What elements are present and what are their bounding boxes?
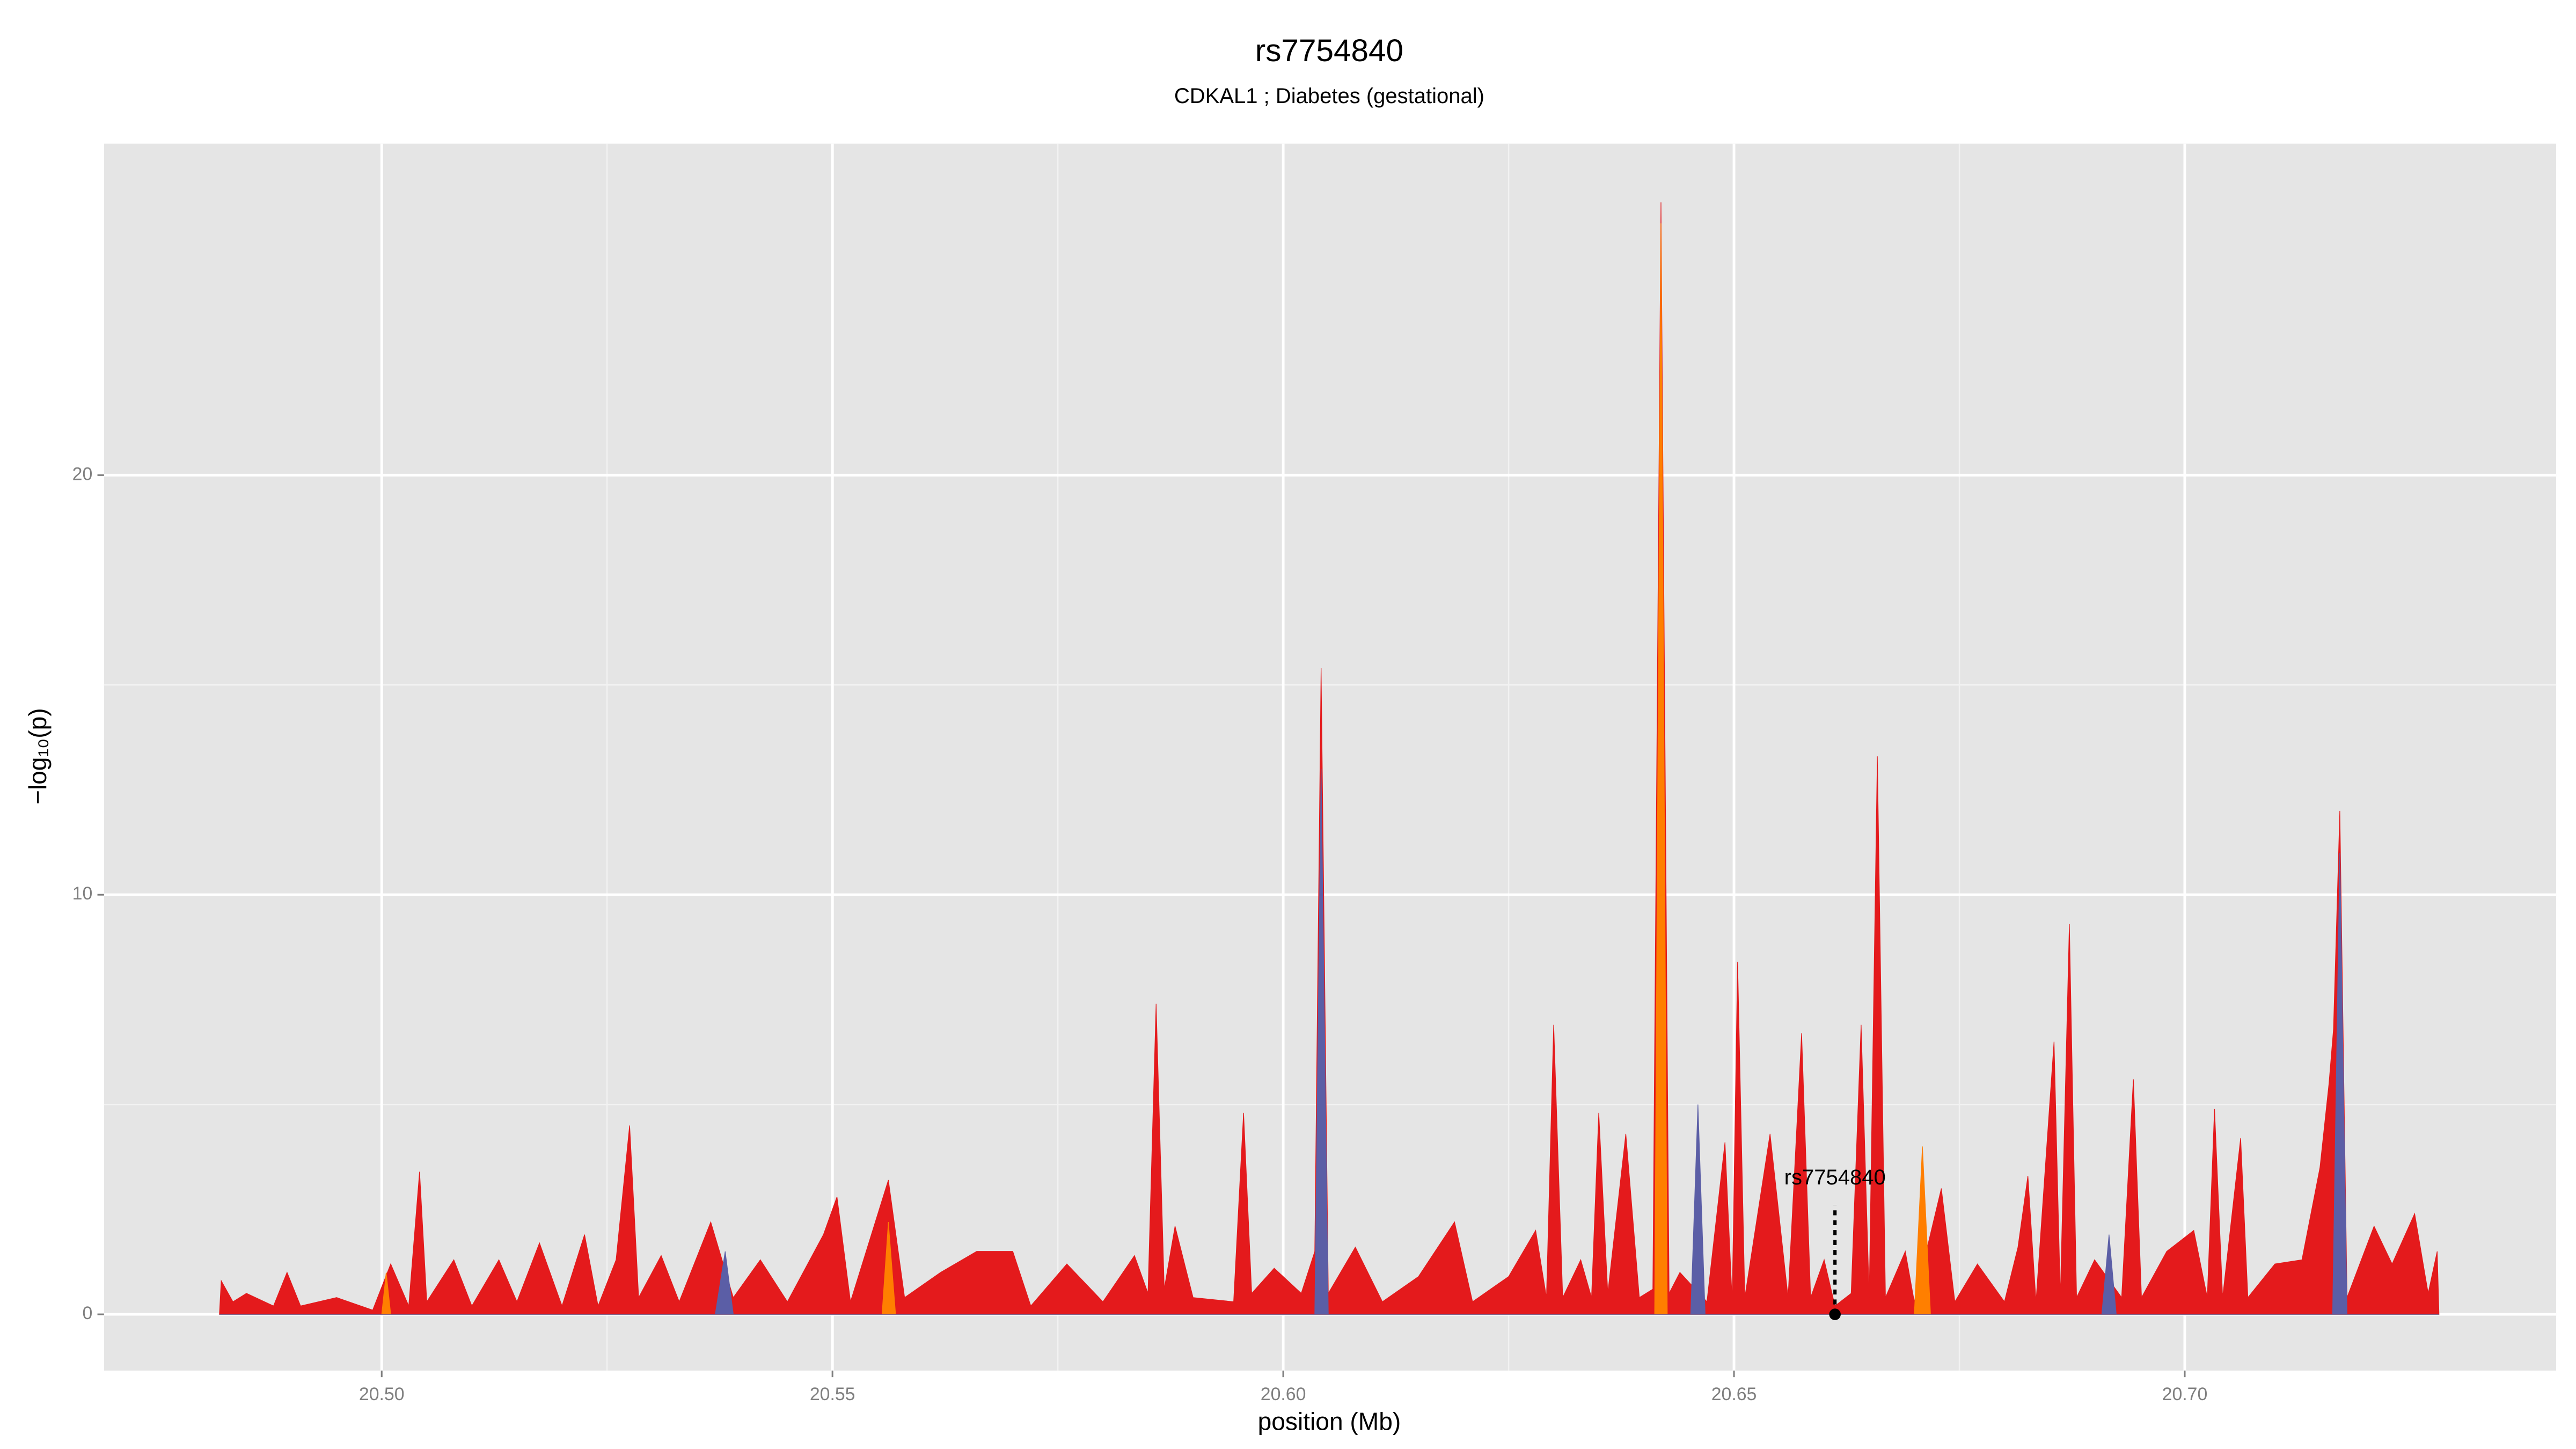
area	[219, 202, 2440, 1315]
area	[219, 769, 2439, 1315]
panel	[104, 143, 2557, 1371]
x-axis-label: position (Mb)	[1258, 1407, 1401, 1435]
x-tick-label: 20.70	[2162, 1384, 2208, 1404]
chart-title: rs7754840	[1255, 33, 1403, 68]
x-tick-label: 20.55	[810, 1384, 855, 1404]
y-tick-label: 0	[82, 1303, 92, 1323]
y-tick-label: 10	[72, 883, 93, 904]
marks: rs7754840	[219, 202, 2440, 1320]
y-axis-label: −log₁₀(p)	[24, 708, 52, 804]
y-tick-label: 20	[72, 464, 93, 484]
x-tick-label: 20.50	[359, 1384, 405, 1404]
chart-subtitle: CDKAL1 ; Diabetes (gestational)	[1174, 84, 1484, 108]
annotation-label: rs7754840	[1784, 1166, 1886, 1189]
annotation-point	[1829, 1308, 1841, 1320]
x-tick-label: 20.60	[1261, 1384, 1306, 1404]
x-tick-label: 20.65	[1711, 1384, 1757, 1404]
